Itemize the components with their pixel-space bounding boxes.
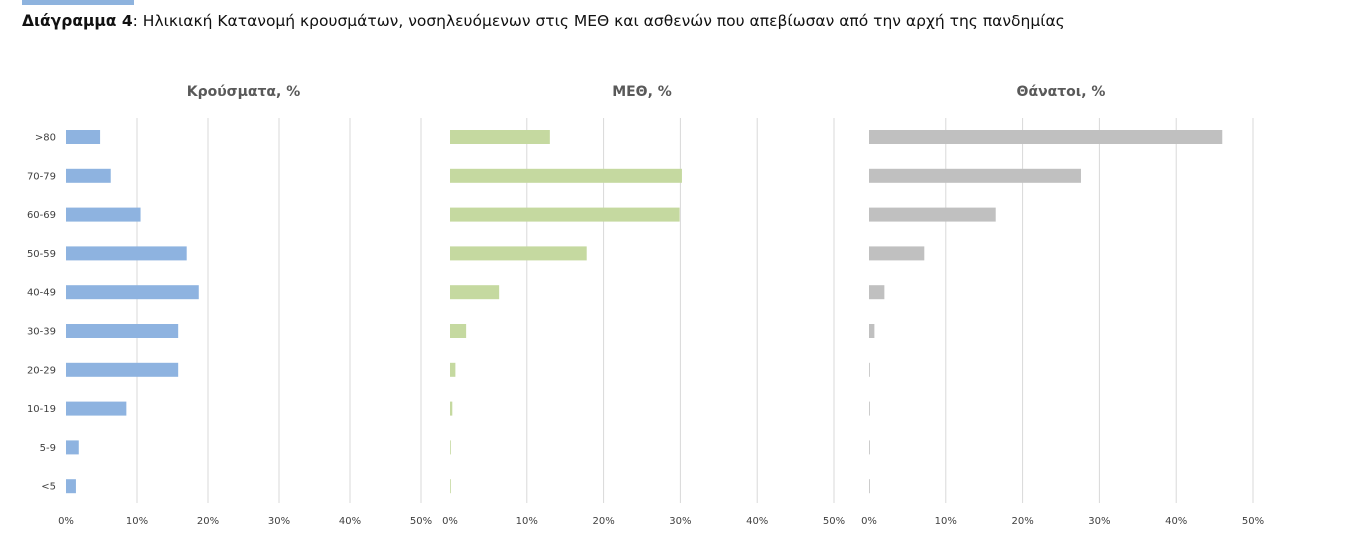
x-tick-label-2-0: 0% <box>861 516 877 527</box>
bar-1-7 <box>450 401 453 416</box>
bar-1-1 <box>450 168 682 183</box>
x-tick-label-0-1: 10% <box>126 516 148 527</box>
bar-2-3 <box>869 246 925 261</box>
bar-1-6 <box>450 362 456 377</box>
figure-caption: Διάγραμμα 4: Ηλικιακή Κατανομή κρουσμάτω… <box>22 12 1065 30</box>
x-tick-label-1-0: 0% <box>442 516 458 527</box>
category-label-9: <5 <box>41 482 56 493</box>
bar-0-5 <box>66 324 179 338</box>
bar-2-4 <box>869 285 885 300</box>
bar-2-6 <box>869 362 870 377</box>
bar-0-2 <box>66 207 141 222</box>
x-tick-label-0-0: 0% <box>58 516 74 527</box>
category-label-8: 5-9 <box>40 443 56 454</box>
x-tick-label-2-3: 30% <box>1088 516 1110 527</box>
category-label-0: >80 <box>35 133 56 144</box>
x-tick-label-0-4: 40% <box>339 516 361 527</box>
bar-1-2 <box>450 207 680 222</box>
bar-1-3 <box>450 246 587 261</box>
bar-1-0 <box>450 130 550 144</box>
bar-2-2 <box>869 207 996 222</box>
x-tick-label-0-3: 30% <box>268 516 290 527</box>
bar-2-1 <box>869 168 1081 183</box>
x-tick-label-1-3: 30% <box>669 516 691 527</box>
caption-label: Διάγραμμα 4 <box>22 12 133 30</box>
bar-2-8 <box>869 440 870 455</box>
caption-text: Ηλικιακή Κατανομή κρουσμάτων, νοσηλευόμε… <box>142 12 1065 30</box>
bar-0-3 <box>66 246 187 261</box>
bar-0-0 <box>66 130 101 144</box>
bar-2-9 <box>869 479 870 494</box>
x-tick-label-2-5: 50% <box>1242 516 1264 527</box>
bar-2-5 <box>869 324 875 338</box>
bar-0-7 <box>66 401 127 416</box>
bar-1-9 <box>450 479 451 494</box>
bar-0-4 <box>66 285 199 300</box>
x-tick-label-2-1: 10% <box>935 516 957 527</box>
category-label-5: 30-39 <box>27 327 56 338</box>
chart-title-1: ΜΕΘ, % <box>612 84 672 100</box>
header-accent-strip <box>22 0 134 5</box>
category-label-6: 20-29 <box>27 365 56 376</box>
x-tick-label-0-2: 20% <box>197 516 219 527</box>
chart-title-2: Θάνατοι, % <box>1017 84 1106 100</box>
bar-1-8 <box>450 440 451 455</box>
bar-2-0 <box>869 130 1223 144</box>
x-tick-label-0-5: 50% <box>410 516 432 527</box>
bar-1-5 <box>450 324 467 338</box>
x-tick-label-1-4: 40% <box>746 516 768 527</box>
category-label-1: 70-79 <box>27 171 56 182</box>
chart-title-0: Κρούσματα, % <box>187 84 301 100</box>
category-label-2: 60-69 <box>27 210 56 221</box>
x-tick-label-2-4: 40% <box>1165 516 1187 527</box>
x-tick-label-1-1: 10% <box>516 516 538 527</box>
bar-0-6 <box>66 362 179 377</box>
bar-1-4 <box>450 285 500 300</box>
bar-2-7 <box>869 401 870 416</box>
category-label-4: 40-49 <box>27 288 56 299</box>
category-label-3: 50-59 <box>27 249 56 260</box>
x-tick-label-1-5: 50% <box>823 516 845 527</box>
category-label-7: 10-19 <box>27 404 56 415</box>
bar-0-8 <box>66 440 79 455</box>
bar-0-1 <box>66 168 111 183</box>
x-tick-label-1-2: 20% <box>592 516 614 527</box>
bar-0-9 <box>66 479 76 494</box>
caption-separator: : <box>132 12 143 30</box>
x-tick-label-2-2: 20% <box>1011 516 1033 527</box>
